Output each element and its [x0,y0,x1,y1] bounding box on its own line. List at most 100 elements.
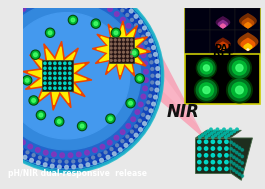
Circle shape [26,151,29,154]
Circle shape [20,148,23,150]
Circle shape [127,51,129,53]
Circle shape [59,77,61,79]
Circle shape [198,147,201,150]
Circle shape [139,102,143,107]
Circle shape [205,136,208,138]
Circle shape [131,117,135,122]
Circle shape [126,99,135,108]
Circle shape [141,94,146,99]
Circle shape [150,61,153,64]
Circle shape [149,109,153,113]
Circle shape [198,160,201,164]
Circle shape [30,97,37,104]
Circle shape [118,51,120,53]
Circle shape [64,72,66,74]
Circle shape [198,167,201,170]
Circle shape [226,130,229,133]
Circle shape [77,122,87,131]
Circle shape [204,160,208,164]
Circle shape [217,132,220,135]
Circle shape [155,88,159,92]
Circle shape [129,139,133,142]
Circle shape [130,19,133,21]
Circle shape [59,87,61,89]
Circle shape [54,67,56,70]
Circle shape [94,22,98,26]
Circle shape [144,78,148,82]
Circle shape [59,62,61,64]
Circle shape [124,143,128,147]
Circle shape [211,140,215,143]
Circle shape [46,28,55,37]
Circle shape [25,78,29,82]
Circle shape [127,55,129,57]
Circle shape [220,130,223,133]
Circle shape [110,39,112,41]
Circle shape [204,167,208,170]
Circle shape [229,128,232,131]
Circle shape [228,56,251,80]
Circle shape [130,48,139,57]
Circle shape [32,99,36,102]
Circle shape [127,59,129,61]
Text: PAI: PAI [214,44,232,54]
Circle shape [91,19,100,28]
Circle shape [129,9,133,13]
Circle shape [238,160,241,162]
Circle shape [200,62,213,74]
Circle shape [134,133,138,137]
Circle shape [198,140,201,143]
Circle shape [233,169,235,171]
Circle shape [23,155,27,159]
FancyBboxPatch shape [210,30,235,53]
Circle shape [54,62,56,64]
FancyBboxPatch shape [210,8,235,30]
Circle shape [114,59,116,61]
Circle shape [32,51,39,58]
Circle shape [48,31,52,35]
Circle shape [207,130,210,133]
Circle shape [127,43,129,45]
Circle shape [225,154,228,157]
Circle shape [136,75,143,82]
Circle shape [21,140,25,145]
Circle shape [142,35,145,38]
Circle shape [109,117,112,121]
Circle shape [241,168,244,171]
Circle shape [64,67,66,70]
Circle shape [225,160,228,164]
Circle shape [213,130,216,133]
Circle shape [139,128,142,131]
Circle shape [232,61,246,75]
FancyBboxPatch shape [235,30,260,53]
Circle shape [122,51,125,53]
Circle shape [131,30,136,35]
Circle shape [21,7,26,11]
Polygon shape [119,42,201,135]
Circle shape [114,31,118,35]
Circle shape [45,158,48,161]
Polygon shape [216,16,230,29]
Circle shape [211,132,213,135]
Circle shape [227,77,252,103]
Circle shape [150,88,153,91]
Circle shape [141,53,146,58]
Circle shape [79,164,83,168]
Circle shape [71,18,75,22]
Circle shape [49,77,51,79]
Circle shape [114,43,116,45]
Circle shape [129,101,132,105]
Circle shape [154,53,157,56]
Circle shape [37,161,40,165]
Circle shape [143,61,147,66]
Circle shape [110,148,113,150]
Circle shape [34,53,37,57]
Circle shape [100,158,103,162]
Circle shape [152,46,155,49]
Circle shape [127,100,134,107]
Circle shape [38,156,41,159]
Circle shape [211,160,215,164]
Circle shape [218,167,221,170]
Circle shape [236,128,238,131]
Circle shape [68,15,77,25]
